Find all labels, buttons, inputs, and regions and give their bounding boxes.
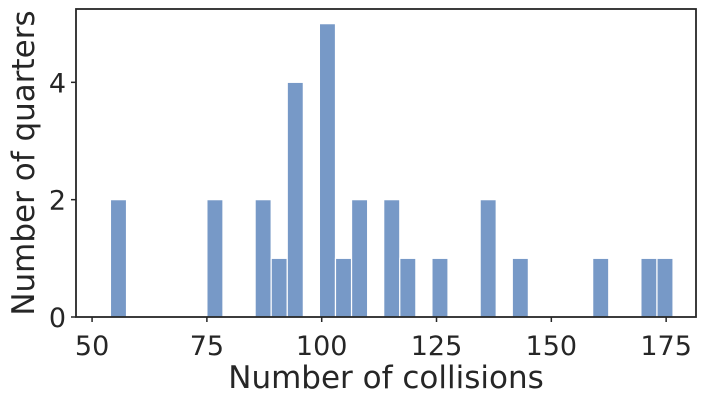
histogram-bar-1 (109, 199, 128, 318)
y-tick-label: 0 (49, 303, 66, 334)
bars-group (109, 23, 674, 318)
histogram-bar-13 (511, 257, 529, 318)
histogram-bar-14 (592, 257, 610, 318)
y-tick-label: 4 (49, 68, 66, 99)
histogram-bar-4 (270, 257, 288, 318)
histogram-bar-2 (206, 199, 224, 318)
x-axis-title: Number of collisions (228, 360, 544, 396)
plot-frame (75, 8, 697, 318)
y-axis: 0 2 4 (49, 68, 76, 334)
histogram-bar-7 (334, 257, 353, 318)
y-tick-label: 2 (49, 186, 66, 217)
histogram-bar-8 (350, 199, 369, 318)
histogram-bar-6 (318, 23, 337, 318)
x-tick-label: 50 (75, 331, 109, 362)
histogram-bar-16 (656, 257, 674, 318)
histogram-bar-9 (383, 199, 401, 318)
histogram-bar-10 (399, 257, 417, 318)
histogram-bar-15 (640, 257, 658, 318)
histogram-bar-5 (286, 81, 304, 318)
x-tick-label: 125 (411, 331, 463, 362)
y-axis-title: Number of quarters (6, 10, 42, 315)
histogram-bar-12 (479, 199, 497, 318)
x-tick-label: 175 (640, 331, 692, 362)
histogram-bar-11 (431, 257, 449, 318)
x-tick-label: 100 (296, 331, 348, 362)
x-axis: 50 75 100 125 150 175 (75, 317, 692, 362)
histogram-bar-3 (254, 199, 272, 318)
x-tick-label: 75 (190, 331, 224, 362)
x-tick-label: 150 (526, 331, 578, 362)
